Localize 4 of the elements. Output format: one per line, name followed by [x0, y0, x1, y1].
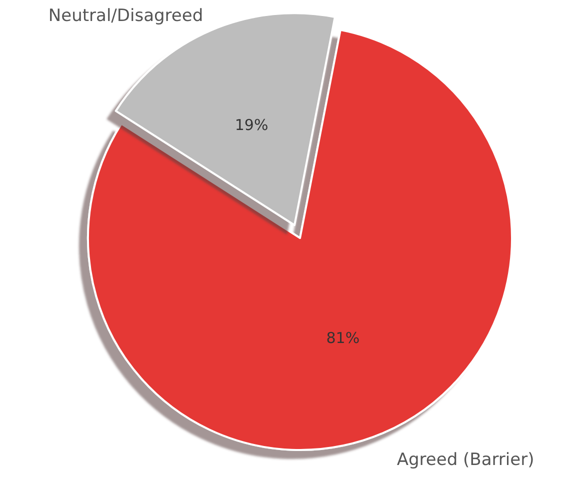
data-label: 81% — [326, 329, 360, 348]
data-label: 19% — [234, 116, 268, 134]
slice-label: Agreed (Barrier) — [396, 450, 534, 470]
slice-label: Neutral/Disagreed — [48, 6, 204, 26]
